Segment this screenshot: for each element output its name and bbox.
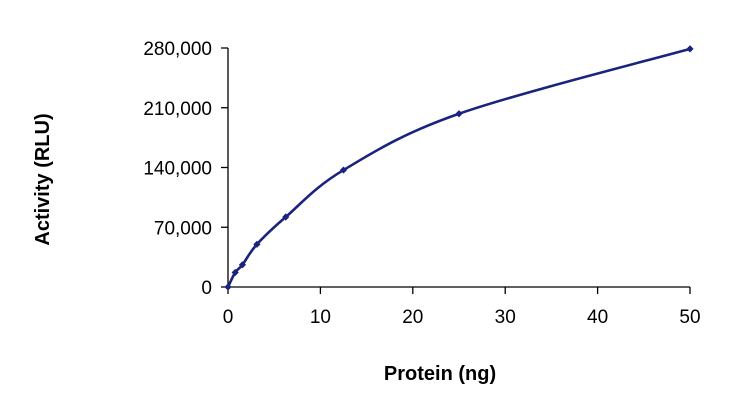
data-point [253, 240, 261, 248]
y-tick-label: 210,000 [143, 99, 212, 120]
x-tick-label: 20 [402, 307, 423, 328]
data-point [686, 45, 694, 53]
y-tick-label: 70,000 [154, 218, 212, 239]
y-tick-label: 0 [201, 278, 212, 299]
data-point [238, 261, 247, 269]
x-tick-label: 40 [587, 307, 608, 328]
y-axis-title: Activity (RLU) [32, 113, 54, 245]
x-tick-label: 0 [223, 307, 234, 328]
y-tick-label: 280,000 [143, 39, 212, 60]
series-line [226, 47, 691, 288]
data-point [231, 268, 239, 277]
data-point [455, 110, 463, 118]
x-axis-title: Protein (ng) [384, 363, 496, 385]
y-tick-label: 140,000 [143, 159, 212, 180]
data-point [339, 166, 348, 174]
data-point [282, 213, 290, 221]
y-axis: 0 70,000 140,000 210,000 280,000 [143, 39, 229, 299]
x-tick-label: 50 [679, 307, 700, 328]
data-point [224, 283, 232, 291]
x-tick-label: 30 [495, 307, 516, 328]
x-tick-label: 10 [310, 307, 331, 328]
series-layer [224, 45, 694, 291]
x-axis: 0 10 20 30 40 50 [223, 286, 701, 328]
